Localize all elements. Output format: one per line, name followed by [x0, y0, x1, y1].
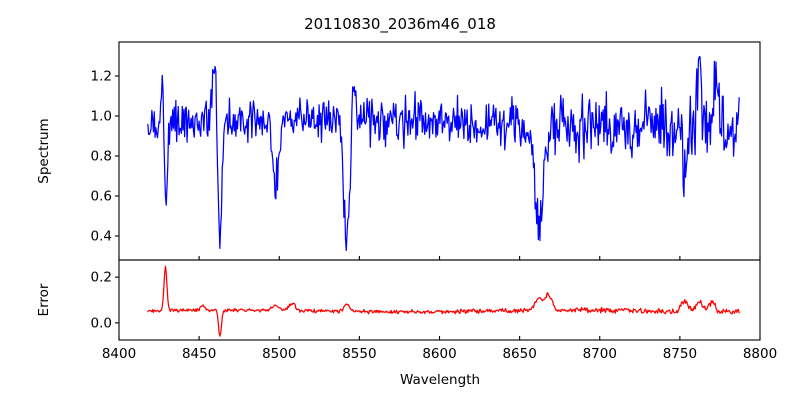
- xtick-label: 8750: [663, 346, 697, 362]
- xtick-label: 8600: [422, 346, 456, 362]
- spectrum-ytick-label: 1.0: [91, 109, 112, 125]
- spectrum-y-axis-label: Spectrum: [36, 118, 52, 183]
- xtick-label: 8450: [182, 346, 216, 362]
- x-axis-label: Wavelength: [400, 372, 480, 388]
- xtick-label: 8500: [262, 346, 296, 362]
- xtick-label: 8650: [502, 346, 536, 362]
- xtick-label: 8700: [583, 346, 617, 362]
- error-ytick-label: 0.2: [91, 270, 112, 286]
- error-y-axis-label: Error: [36, 283, 52, 316]
- xtick-label: 8400: [102, 346, 136, 362]
- spectrum-panel: 0.4 0.6 0.8 1.0 1.2 Spectrum: [36, 41, 761, 261]
- page-title: 20110830_2036m46_018: [304, 15, 496, 34]
- xtick-label: 8800: [743, 346, 777, 362]
- xtick-label: 8550: [342, 346, 376, 362]
- error-panel: 0.0 0.2 8400 8450 8500 8550 8600 8650 8700 8750 88…: [36, 259, 777, 362]
- error-ytick-label: 0.0: [91, 315, 112, 331]
- spectrum-ytick-label: 1.2: [91, 69, 112, 85]
- spectrum-ytick-label: 0.4: [91, 229, 112, 245]
- spectrum-ytick-label: 0.6: [91, 189, 112, 205]
- spectrum-ytick-label: 0.8: [91, 149, 112, 165]
